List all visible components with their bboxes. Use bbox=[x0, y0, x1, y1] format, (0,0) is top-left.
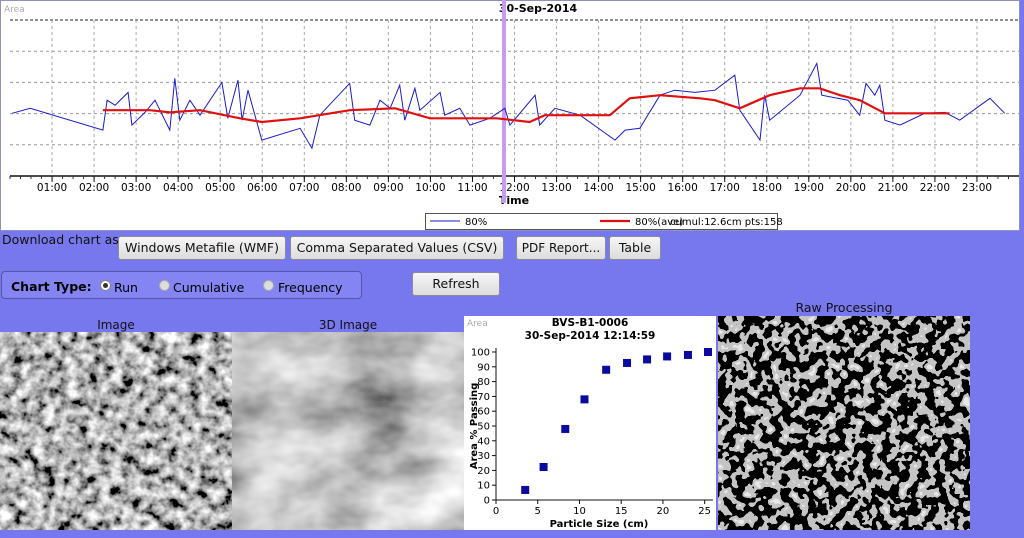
corner-label: Area bbox=[467, 319, 488, 329]
chart-frame bbox=[464, 316, 716, 530]
x-tick-label: 5 bbox=[535, 506, 541, 517]
radio[interactable] bbox=[100, 280, 111, 291]
series-line bbox=[102, 87, 950, 124]
x-tick-label: 23:00 bbox=[962, 182, 992, 194]
size-chart: Area BVS-B1-0006 30-Sep-2014 12:14:59 Pa… bbox=[464, 316, 716, 530]
chart-type-group: Chart Type: Run Cumulative Frequency bbox=[1, 271, 362, 299]
chart-type-label: Chart Type: bbox=[11, 279, 92, 294]
panel-label: Raw Processing bbox=[795, 300, 893, 315]
refresh-button[interactable]: Refresh bbox=[412, 272, 500, 296]
point bbox=[683, 350, 692, 359]
x-tick-label: 06:00 bbox=[247, 182, 277, 194]
images bbox=[0, 332, 464, 530]
x-tick-label: 10 bbox=[573, 506, 586, 517]
x-tick-label: 20:00 bbox=[836, 182, 866, 194]
point bbox=[663, 352, 672, 361]
y-tick-label: 10 bbox=[477, 481, 490, 492]
y-axis-label: Area % Passing bbox=[469, 383, 480, 470]
panel-label: Image bbox=[97, 318, 135, 332]
y-tick-label: 60 bbox=[477, 407, 490, 418]
x-axis-label: Time bbox=[499, 194, 529, 207]
chart-frame bbox=[0, 0, 1020, 231]
point bbox=[539, 462, 548, 471]
raw-image bbox=[718, 316, 970, 530]
x-tick-label: 01:00 bbox=[37, 182, 67, 194]
point bbox=[623, 358, 632, 367]
x-tick-label: 21:00 bbox=[878, 182, 908, 194]
x-tick-label: 22:00 bbox=[920, 182, 950, 194]
run-chart: Area 30-Sep-2014 Time 01:00 02:00 03:00 04:… bbox=[0, 0, 1020, 231]
series-line bbox=[11, 61, 1006, 150]
y-tick-label: 30 bbox=[477, 451, 490, 462]
y-tick-label: 100 bbox=[471, 348, 490, 359]
x-tick-label: 14:00 bbox=[583, 182, 613, 194]
y-tick-label: 50 bbox=[477, 422, 490, 433]
button[interactable]: PDF Report... bbox=[516, 236, 606, 260]
legend-label: 80% bbox=[465, 217, 487, 228]
x-tick-label: 02:00 bbox=[79, 182, 109, 194]
raw-image-panel bbox=[718, 316, 970, 530]
point bbox=[521, 485, 530, 494]
y-tick-label: 0 bbox=[484, 496, 490, 507]
point bbox=[643, 355, 652, 364]
x-tick-label: 11:00 bbox=[457, 182, 487, 194]
x-tick-label: 05:00 bbox=[205, 182, 235, 194]
y-tick-label: 20 bbox=[477, 466, 490, 477]
y-tick-label: 70 bbox=[477, 392, 490, 403]
radio-label[interactable]: Cumulative bbox=[173, 280, 245, 295]
panel-label: 3D Image bbox=[318, 318, 378, 332]
image bbox=[0, 332, 232, 530]
x-tick-label: 07:00 bbox=[289, 182, 319, 194]
corner-label: Area bbox=[4, 5, 25, 15]
y-tick-label: 40 bbox=[477, 436, 490, 447]
button[interactable]: Comma Separated Values (CSV) bbox=[290, 236, 504, 260]
x-tick-label: 17:00 bbox=[710, 182, 740, 194]
point bbox=[602, 365, 611, 374]
download-label: Download chart as: bbox=[2, 232, 123, 247]
x-tick-label: 12:00 bbox=[499, 182, 529, 194]
point bbox=[561, 424, 570, 433]
y-tick-label: 80 bbox=[477, 377, 490, 388]
x-tick-label: 25 bbox=[698, 506, 711, 517]
x-tick-label: 16:00 bbox=[668, 182, 698, 194]
y-tick-label: 90 bbox=[477, 362, 490, 373]
x-tick-label: 09:00 bbox=[373, 182, 403, 194]
x-tick-label: 20 bbox=[657, 506, 670, 517]
radio-dot bbox=[103, 283, 108, 288]
x-tick-label: 04:00 bbox=[163, 182, 193, 194]
button[interactable]: Table bbox=[609, 236, 661, 260]
point bbox=[580, 395, 589, 404]
radio[interactable] bbox=[159, 280, 170, 291]
chart-title: 30-Sep-2014 bbox=[499, 2, 578, 15]
x-tick-label: 15 bbox=[615, 506, 628, 517]
x-tick-label: 08:00 bbox=[331, 182, 361, 194]
radio-label[interactable]: Frequency bbox=[278, 280, 343, 295]
x-tick-label: 15:00 bbox=[625, 182, 655, 194]
x-tick-label: 10:00 bbox=[415, 182, 445, 194]
x-tick-label: 18:00 bbox=[752, 182, 782, 194]
legend-label: 80%(ave) bbox=[635, 217, 683, 228]
x-tick-label: 13:00 bbox=[541, 182, 571, 194]
chart-title: BVS-B1-0006 bbox=[552, 317, 629, 329]
radio-label[interactable]: Run bbox=[114, 280, 138, 295]
point bbox=[703, 348, 712, 356]
x-tick-label: 19:00 bbox=[794, 182, 824, 194]
chart-subtitle: 30-Sep-2014 12:14:59 bbox=[525, 330, 656, 342]
button[interactable]: Windows Metafile (WMF) bbox=[118, 236, 286, 260]
x-axis-label: Particle Size (cm) bbox=[550, 519, 649, 530]
legend-note: cumul:12.6cm pts:158 bbox=[670, 217, 783, 228]
x-tick-label: 03:00 bbox=[121, 182, 151, 194]
image-3d bbox=[232, 332, 464, 530]
x-tick-label: 0 bbox=[493, 506, 499, 517]
radio[interactable] bbox=[263, 280, 274, 291]
